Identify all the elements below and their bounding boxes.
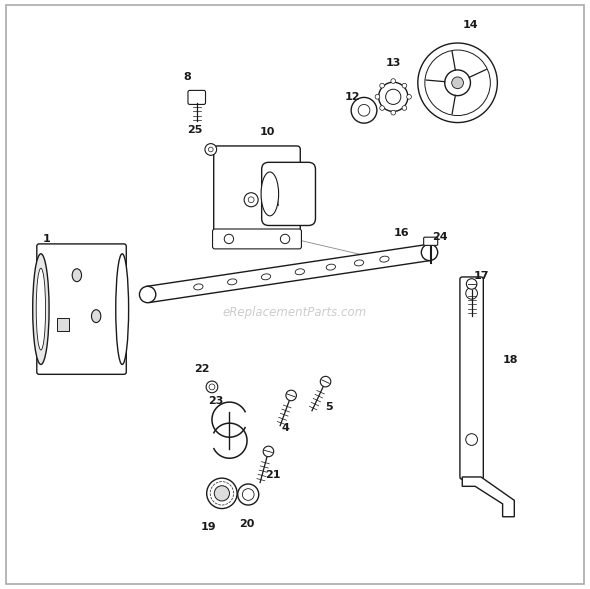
Text: 20: 20: [240, 519, 255, 529]
Circle shape: [139, 286, 156, 303]
Circle shape: [466, 279, 477, 289]
Text: 5: 5: [325, 402, 333, 412]
FancyBboxPatch shape: [57, 319, 68, 332]
Text: 23: 23: [208, 396, 224, 406]
Text: 10: 10: [259, 127, 274, 137]
Ellipse shape: [116, 254, 129, 365]
Circle shape: [206, 478, 237, 508]
Ellipse shape: [36, 268, 45, 350]
Circle shape: [280, 234, 290, 244]
FancyBboxPatch shape: [460, 277, 483, 479]
Text: 14: 14: [463, 21, 478, 31]
Circle shape: [407, 94, 411, 99]
Text: 13: 13: [385, 58, 401, 68]
Circle shape: [263, 446, 274, 456]
FancyBboxPatch shape: [261, 163, 316, 226]
Text: 22: 22: [194, 365, 209, 375]
Circle shape: [248, 197, 254, 203]
Circle shape: [320, 376, 331, 387]
Text: 4: 4: [281, 423, 290, 433]
Circle shape: [380, 83, 385, 88]
FancyBboxPatch shape: [37, 244, 126, 375]
Text: 21: 21: [265, 469, 280, 479]
Ellipse shape: [355, 260, 363, 266]
Circle shape: [421, 244, 438, 260]
Polygon shape: [462, 477, 514, 517]
Circle shape: [208, 147, 213, 152]
Circle shape: [375, 94, 380, 99]
Circle shape: [351, 97, 377, 123]
Circle shape: [425, 50, 490, 115]
Text: 18: 18: [503, 355, 518, 365]
Circle shape: [402, 105, 407, 110]
Text: 19: 19: [201, 522, 217, 532]
Circle shape: [214, 486, 230, 501]
Circle shape: [445, 70, 470, 95]
Circle shape: [418, 43, 497, 123]
Text: 25: 25: [186, 125, 202, 134]
Circle shape: [205, 144, 217, 155]
Circle shape: [358, 104, 370, 116]
Circle shape: [386, 89, 401, 104]
Ellipse shape: [228, 279, 237, 285]
Ellipse shape: [194, 284, 203, 290]
FancyBboxPatch shape: [188, 90, 205, 104]
Circle shape: [209, 384, 215, 390]
Circle shape: [391, 79, 395, 84]
Circle shape: [244, 193, 258, 207]
Circle shape: [452, 77, 463, 88]
Text: eReplacementParts.com: eReplacementParts.com: [223, 306, 367, 319]
Ellipse shape: [72, 269, 81, 282]
Ellipse shape: [261, 274, 271, 280]
Circle shape: [402, 83, 407, 88]
Ellipse shape: [32, 254, 49, 365]
Text: 1: 1: [42, 234, 50, 244]
Ellipse shape: [91, 310, 101, 323]
FancyBboxPatch shape: [424, 237, 438, 246]
Text: 8: 8: [183, 72, 191, 82]
Circle shape: [224, 234, 234, 244]
Circle shape: [206, 381, 218, 393]
Circle shape: [380, 105, 385, 110]
Ellipse shape: [261, 172, 278, 216]
Circle shape: [466, 434, 477, 445]
Ellipse shape: [326, 264, 336, 270]
Text: 17: 17: [473, 271, 489, 281]
Circle shape: [379, 82, 408, 111]
Circle shape: [286, 390, 296, 401]
Text: 12: 12: [345, 92, 360, 102]
Circle shape: [466, 287, 477, 299]
Circle shape: [238, 484, 259, 505]
Text: 24: 24: [432, 232, 448, 242]
Text: 16: 16: [394, 228, 409, 238]
Circle shape: [242, 489, 254, 501]
Ellipse shape: [295, 269, 304, 274]
Circle shape: [391, 110, 395, 115]
FancyBboxPatch shape: [214, 146, 300, 240]
Polygon shape: [146, 244, 431, 303]
Ellipse shape: [380, 256, 389, 262]
FancyBboxPatch shape: [212, 229, 301, 249]
